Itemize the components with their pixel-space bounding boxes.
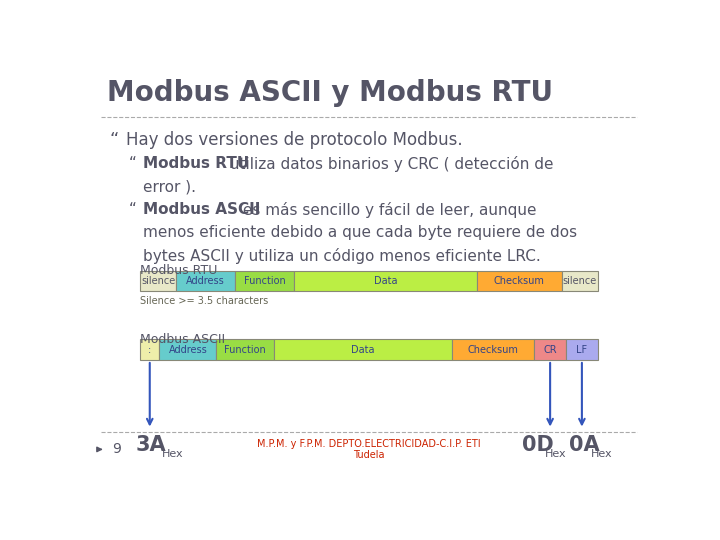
Text: :: :	[148, 345, 151, 355]
Text: CR: CR	[544, 345, 557, 355]
Text: “: “	[129, 202, 137, 217]
Bar	[274, 339, 451, 360]
Text: bytes ASCII y utiliza un código menos eficiente LRC.: bytes ASCII y utiliza un código menos ef…	[143, 248, 541, 264]
Text: Checksum: Checksum	[467, 345, 518, 355]
Text: Data: Data	[374, 276, 397, 286]
Text: Address: Address	[168, 345, 207, 355]
Bar	[294, 271, 477, 292]
Text: Function: Function	[243, 276, 285, 286]
Text: 0D: 0D	[523, 435, 554, 455]
Text: “: “	[129, 156, 137, 171]
Bar	[140, 271, 176, 292]
Text: es más sencillo y fácil de leer, aunque: es más sencillo y fácil de leer, aunque	[238, 202, 536, 218]
Text: Address: Address	[186, 276, 225, 286]
Text: Checksum: Checksum	[494, 276, 545, 286]
Text: M.P.M. y F.P.M. DEPTO.ELECTRICIDAD-C.I.P. ETI
Tudela: M.P.M. y F.P.M. DEPTO.ELECTRICIDAD-C.I.P…	[257, 438, 481, 460]
Bar	[477, 271, 562, 292]
Bar	[217, 339, 274, 360]
Bar	[235, 271, 294, 292]
Text: 3A: 3A	[136, 435, 166, 455]
Text: silence: silence	[141, 276, 176, 286]
Text: utiliza datos binarios y CRC ( detección de: utiliza datos binarios y CRC ( detección…	[225, 156, 554, 172]
Text: error ).: error ).	[143, 179, 196, 194]
Text: Hex: Hex	[545, 449, 567, 458]
Text: menos eficiente debido a que cada byte requiere de dos: menos eficiente debido a que cada byte r…	[143, 225, 577, 240]
Bar	[176, 271, 235, 292]
Text: Modbus ASCII: Modbus ASCII	[140, 333, 225, 346]
Text: silence: silence	[562, 276, 597, 286]
Text: Data: Data	[351, 345, 374, 355]
Bar	[140, 339, 159, 360]
Bar	[534, 339, 566, 360]
Text: LF: LF	[576, 345, 588, 355]
Text: Modbus RTU: Modbus RTU	[143, 156, 249, 171]
Bar	[451, 339, 534, 360]
Text: Modbus ASCII: Modbus ASCII	[143, 202, 261, 217]
Text: Silence >= 3.5 characters: Silence >= 3.5 characters	[140, 296, 269, 306]
Text: Modbus RTU: Modbus RTU	[140, 265, 217, 278]
Text: Hex: Hex	[591, 449, 613, 458]
Text: 9: 9	[112, 442, 121, 456]
Bar	[562, 271, 598, 292]
Text: Function: Function	[224, 345, 266, 355]
Text: Hay dos versiones de protocolo Modbus.: Hay dos versiones de protocolo Modbus.	[126, 131, 463, 150]
Text: “: “	[109, 131, 119, 150]
Text: Modbus ASCII y Modbus RTU: Modbus ASCII y Modbus RTU	[107, 79, 553, 107]
Bar	[159, 339, 217, 360]
Text: 0A: 0A	[569, 435, 599, 455]
Bar	[566, 339, 598, 360]
Text: Hex: Hex	[161, 449, 183, 458]
